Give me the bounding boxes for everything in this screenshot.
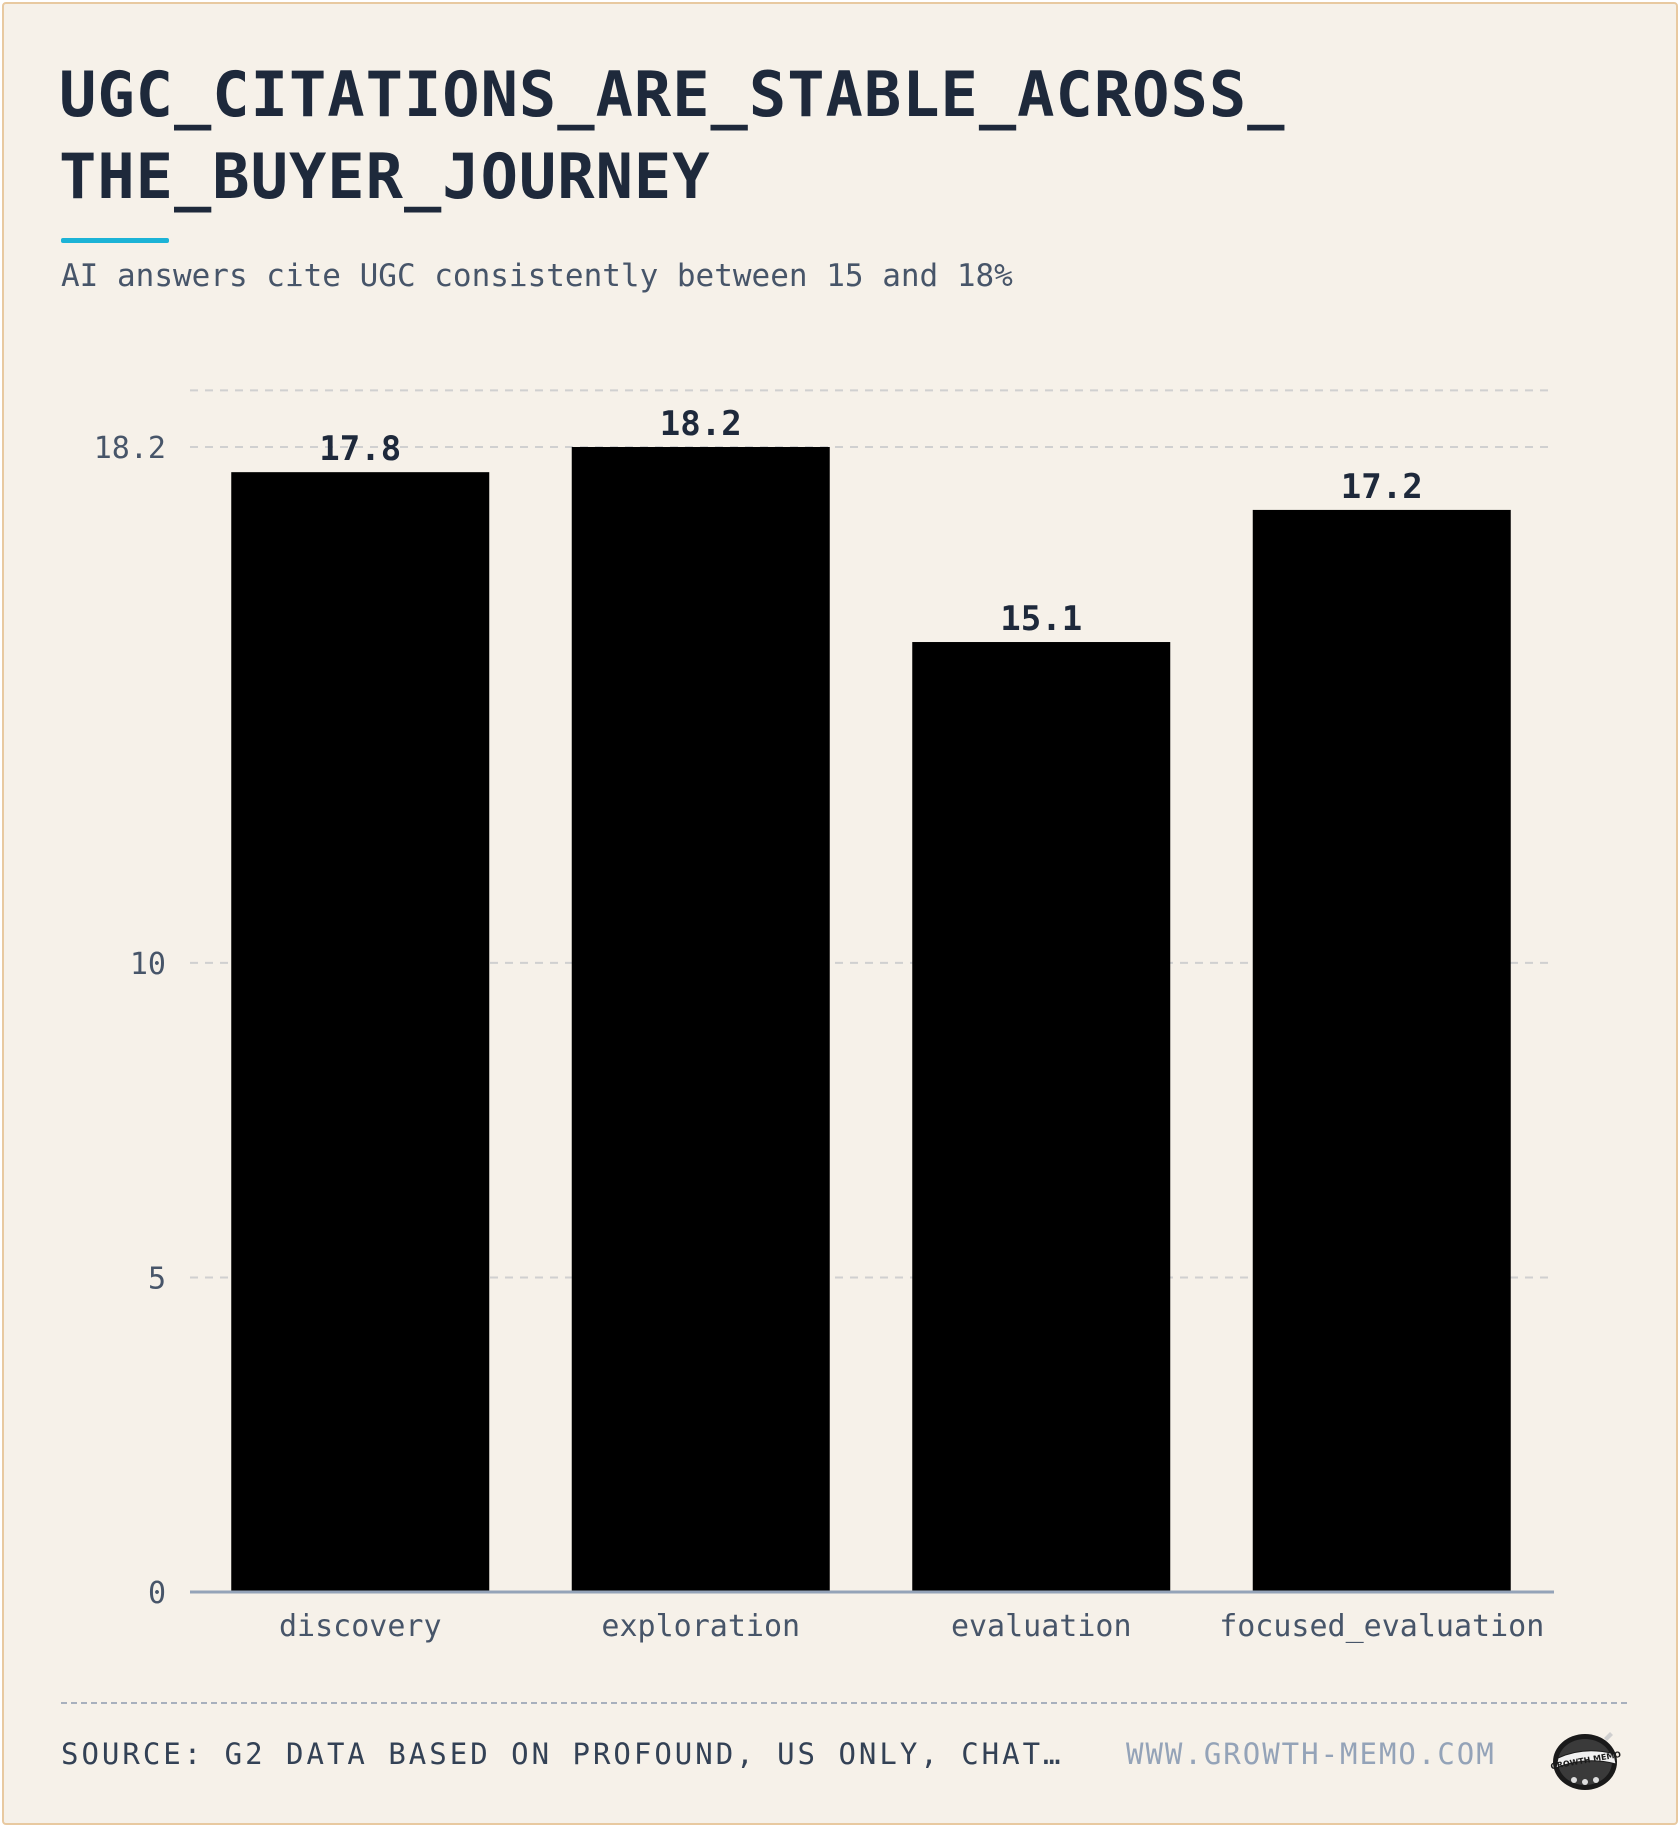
title-accent-bar [61, 238, 169, 243]
bar-evaluation [912, 642, 1171, 1592]
bar-value-label: 17.8 [319, 429, 401, 469]
x-tick-label: focused_evaluation [1219, 1609, 1544, 1644]
bar-value-label: 17.2 [1341, 467, 1423, 507]
x-tick-label: discovery [279, 1609, 442, 1644]
footer-divider [61, 1702, 1627, 1704]
chart-subtitle: AI answers cite UGC consistently between… [61, 258, 1013, 294]
y-tick-label: 10 [130, 947, 166, 982]
growth-memo-logo: GROWTH MEMO [1550, 1732, 1622, 1790]
bar-value-label: 18.2 [660, 404, 742, 444]
chart-title-line-2: THE_BUYER_JOURNEY [59, 140, 711, 213]
y-tick-label: 18.2 [94, 431, 166, 466]
bar-chart: 0 5 10 18.2 17.8 discovery 18.2 exploration 15.1… [94, 389, 1554, 1644]
y-tick-label: 5 [148, 1261, 166, 1296]
bar-value-label: 15.1 [1000, 599, 1082, 639]
bar-exploration [571, 447, 830, 1592]
y-tick-label: 0 [148, 1576, 166, 1611]
bar-discovery [231, 472, 490, 1593]
chart-title: UGC_CITATIONS_ARE_STABLE_ACROSS_ THE_BUY… [59, 54, 1559, 218]
x-tick-label: exploration [601, 1609, 800, 1644]
x-tick-label: evaluation [951, 1609, 1132, 1644]
site-url[interactable]: WWW.GROWTH-MEMO.COM [1126, 1737, 1496, 1771]
chart-title-line-1: UGC_CITATIONS_ARE_STABLE_ACROSS_ [59, 58, 1286, 131]
source-note: SOURCE: G2 DATA BASED ON PROFOUND, US ON… [61, 1737, 1064, 1771]
bar-focused_evaluation [1252, 509, 1511, 1592]
